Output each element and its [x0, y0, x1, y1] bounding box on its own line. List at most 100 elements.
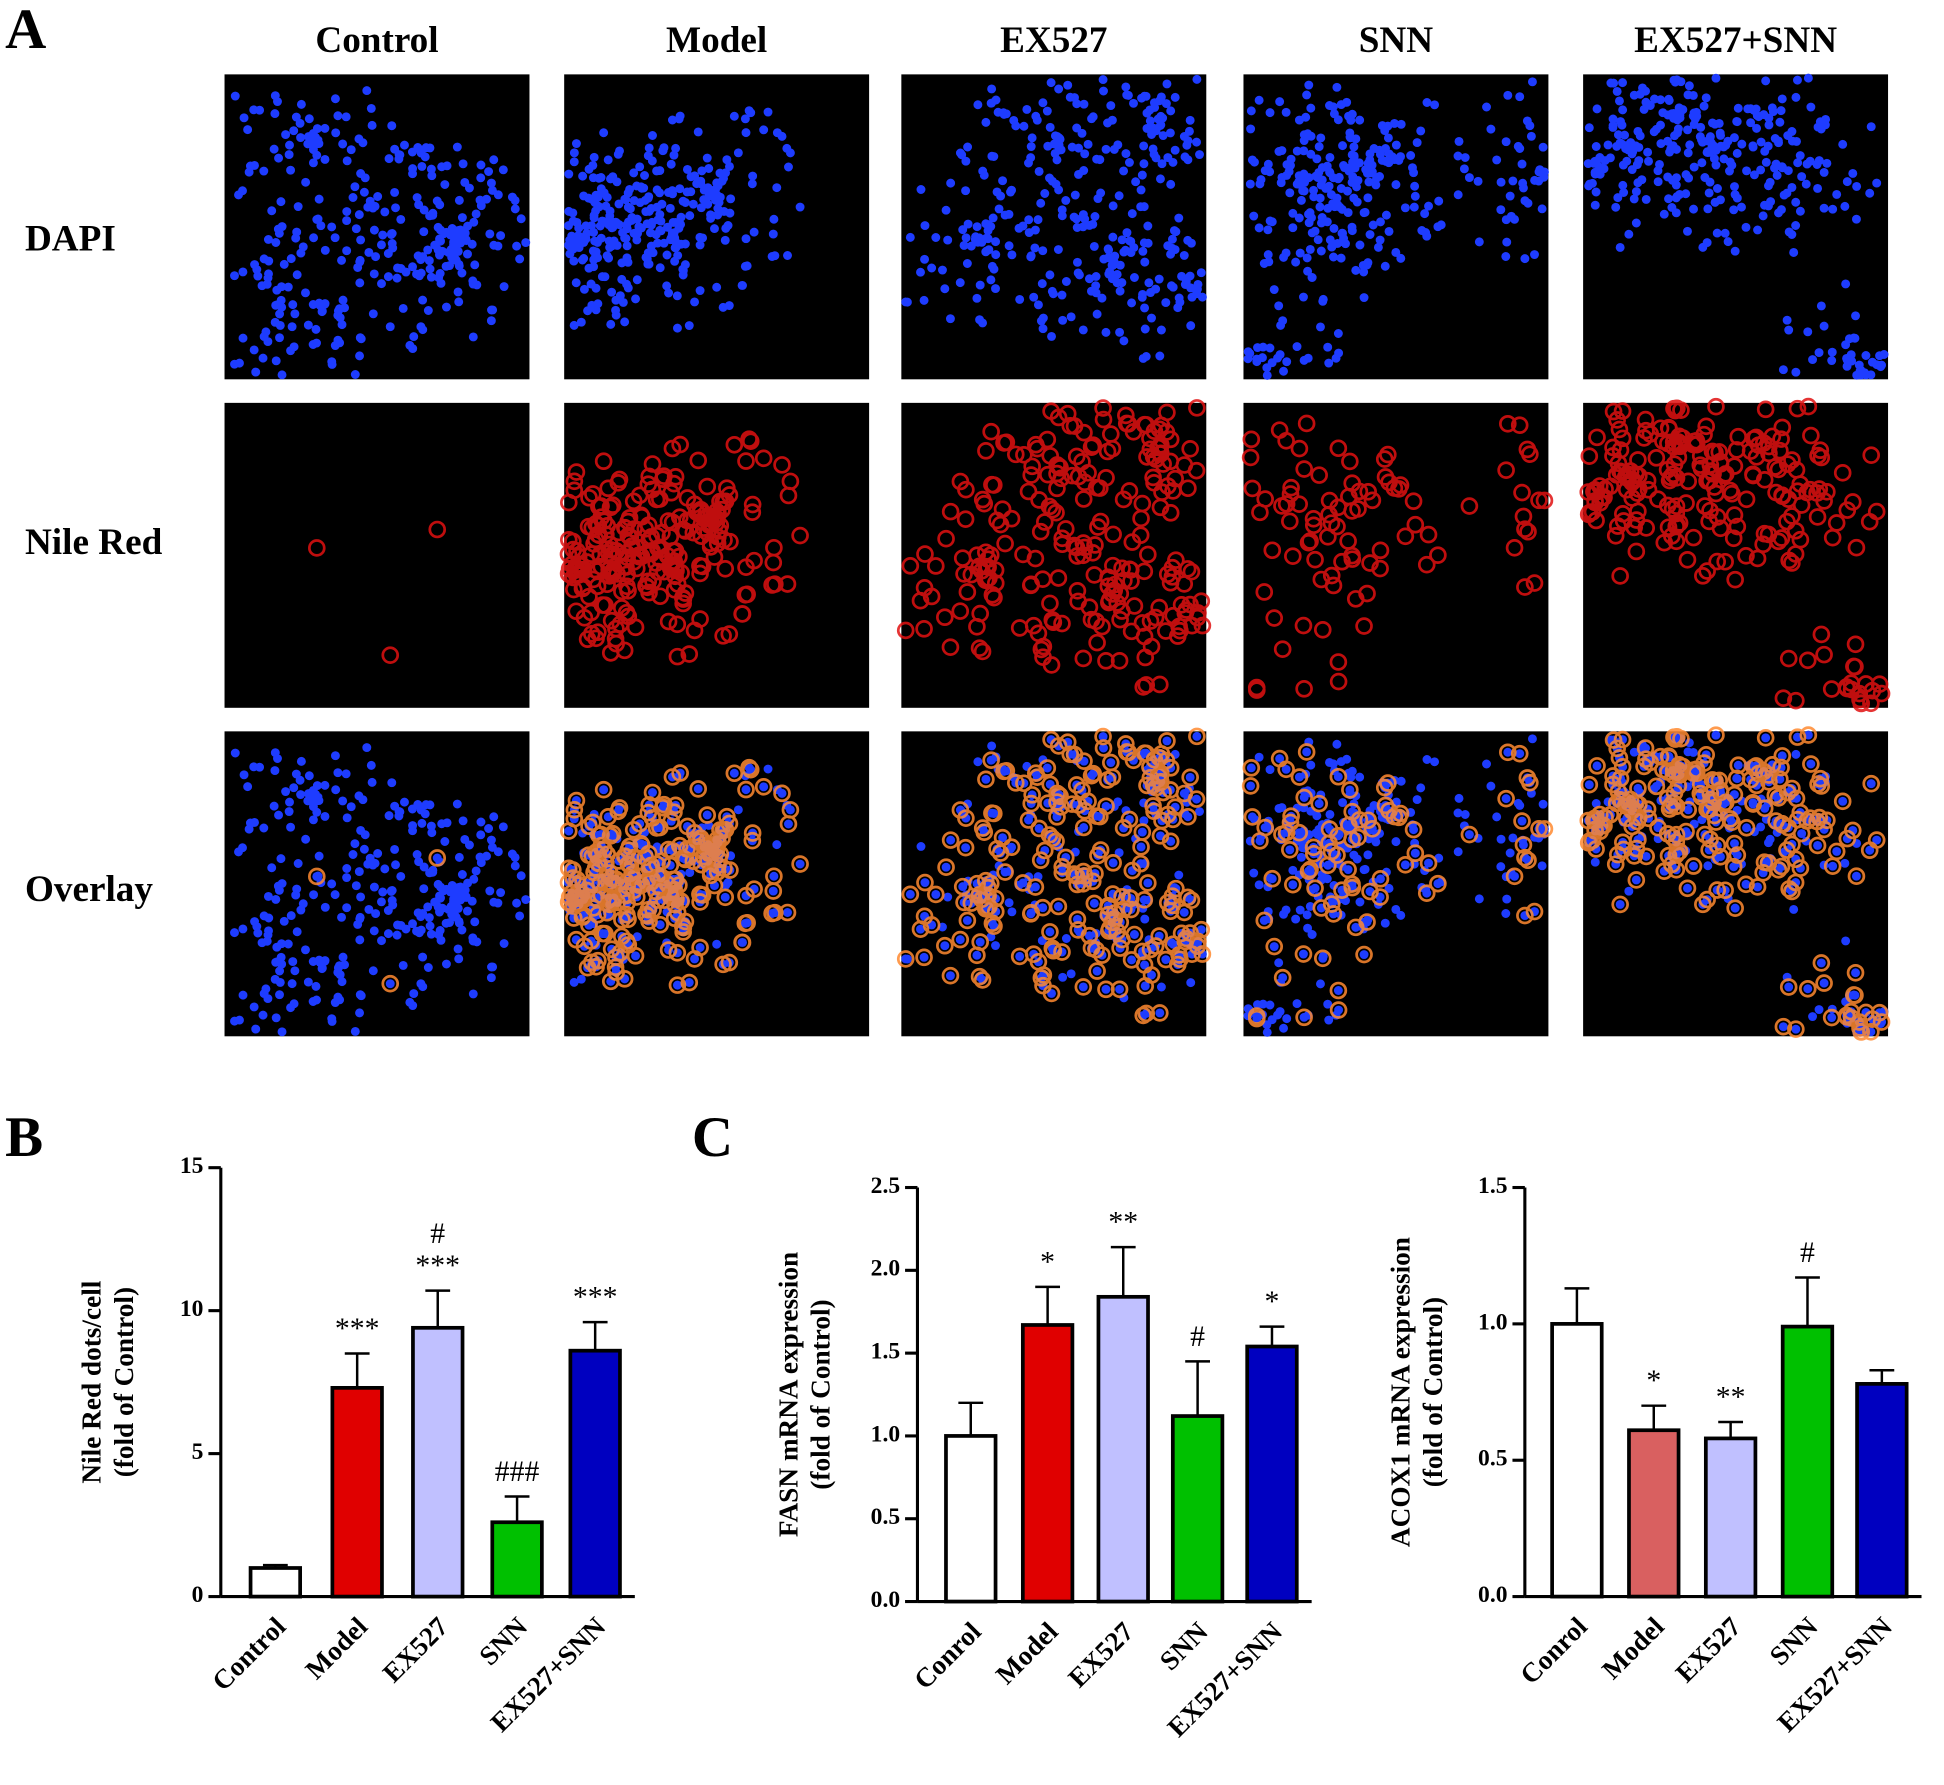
bar: [248, 1566, 303, 1599]
lipid-droplets: [308, 849, 447, 993]
micrograph: [1243, 74, 1549, 380]
y-tick-label: 2.5: [871, 1173, 900, 1199]
y-tick-label: 1.5: [1478, 1173, 1507, 1199]
micrograph: [901, 74, 1207, 380]
lipid-droplets: [896, 727, 1212, 1025]
significance-label: ***: [335, 1312, 380, 1345]
x-tick-label: EX527: [1062, 1616, 1139, 1693]
column-label: SNN: [1359, 20, 1434, 61]
bar: [944, 1434, 998, 1604]
column-label: EX527: [1000, 20, 1107, 61]
bar: [568, 1348, 622, 1599]
micrograph: [559, 731, 870, 1037]
y-tick-label: 0: [192, 1582, 204, 1608]
nuclei: [230, 86, 531, 380]
bar: [411, 1325, 465, 1599]
significance-label: #: [1800, 1236, 1815, 1269]
micrograph: [1579, 397, 1891, 713]
x-tick-label: SNN: [1154, 1616, 1214, 1676]
y-axis-label: ACOX1 mRNA expression: [1386, 1237, 1416, 1547]
nuclei: [1583, 730, 1889, 1037]
nuclei: [1583, 73, 1889, 380]
lipid-droplets: [308, 520, 447, 664]
x-tick-label: SNN: [1764, 1611, 1824, 1671]
x-tick-label: SNN: [473, 1611, 533, 1671]
y-axis-label: Nile Red dots/cell: [77, 1280, 107, 1483]
panel-label: B: [5, 1106, 43, 1169]
significance-label: ***: [573, 1281, 618, 1314]
y-tick-label: 2.0: [871, 1256, 900, 1282]
micrograph: [564, 74, 870, 380]
y-tick-label: 1.5: [871, 1339, 900, 1365]
significance-label: **: [1716, 1381, 1746, 1414]
significance-label: *: [1646, 1364, 1661, 1397]
y-tick-label: 15: [180, 1153, 204, 1179]
micrograph: [1241, 402, 1554, 708]
y-tick-label: 1.0: [1478, 1309, 1507, 1335]
bar: [1627, 1428, 1681, 1599]
nuclei: [901, 74, 1207, 363]
column-label: Control: [315, 20, 438, 61]
panel-label: A: [5, 0, 46, 61]
row-label: DAPI: [25, 218, 116, 259]
nuclei: [230, 743, 531, 1037]
bar: [1855, 1382, 1909, 1599]
lipid-droplets: [1579, 726, 1891, 1041]
x-tick-label: Model: [1596, 1611, 1670, 1685]
x-tick-label: EX527: [377, 1611, 454, 1688]
column-label: EX527+SNN: [1634, 20, 1837, 61]
y-axis-label: (fold of Control): [806, 1299, 836, 1489]
y-tick-label: 0.5: [871, 1504, 900, 1530]
lipid-droplets: [1579, 397, 1891, 713]
nuclei: [1243, 77, 1549, 380]
bar: [1703, 1436, 1758, 1599]
x-tick-label: EX527: [1670, 1611, 1747, 1688]
micrograph: [896, 727, 1212, 1037]
bar: [1170, 1414, 1225, 1604]
bar: [1020, 1323, 1075, 1604]
y-tick-label: 0.5: [1478, 1446, 1507, 1472]
micrograph: [1583, 73, 1889, 380]
nuclei: [1243, 734, 1549, 1037]
micrograph: [896, 399, 1212, 708]
significance-label: **: [1108, 1206, 1138, 1239]
y-axis-label: FASN mRNA expression: [773, 1252, 803, 1537]
micrograph: [224, 74, 531, 380]
lipid-droplets: [896, 399, 1212, 696]
significance-label: #: [430, 1217, 445, 1250]
micrograph: [1579, 726, 1891, 1041]
y-tick-label: 0.0: [1478, 1582, 1507, 1608]
bar: [1245, 1344, 1299, 1604]
significance-label: *: [1040, 1245, 1055, 1278]
micrograph: [224, 402, 530, 708]
y-tick-label: 1.0: [871, 1421, 900, 1447]
y-axis-label: (fold of Control): [1418, 1297, 1448, 1487]
x-tick-label: Conrol: [908, 1616, 987, 1695]
x-tick-label: Model: [990, 1616, 1064, 1690]
significance-label: ***: [415, 1249, 460, 1282]
bar: [330, 1385, 384, 1599]
panel-label: C: [692, 1106, 733, 1169]
row-label: Nile Red: [25, 522, 163, 563]
x-tick-label: Model: [300, 1611, 374, 1685]
nuclei: [564, 106, 805, 333]
bar: [1096, 1294, 1150, 1604]
lipid-droplets: [1241, 743, 1554, 1028]
y-axis-label: (fold of Control): [109, 1287, 139, 1477]
micrograph: [1241, 731, 1554, 1037]
y-tick-label: 10: [180, 1296, 204, 1322]
x-tick-label: Control: [206, 1611, 291, 1696]
micrograph-background: [224, 402, 530, 708]
significance-label: *: [1265, 1285, 1280, 1318]
micrograph: [224, 731, 531, 1037]
significance-label: #: [1190, 1320, 1205, 1353]
y-tick-label: 5: [192, 1439, 204, 1465]
row-label: Overlay: [25, 869, 153, 910]
bar: [1550, 1322, 1604, 1599]
lipid-droplets: [1241, 414, 1554, 699]
bar: [1780, 1324, 1835, 1599]
x-tick-label: Conrol: [1514, 1611, 1593, 1690]
bar: [490, 1520, 544, 1599]
y-tick-label: 0.0: [871, 1587, 900, 1613]
